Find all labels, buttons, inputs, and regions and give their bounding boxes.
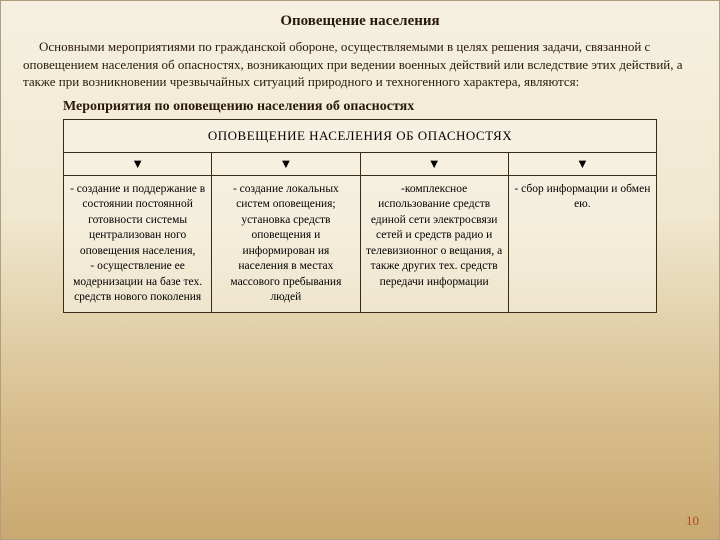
intro-paragraph: Основными мероприятиями по гражданской о… (23, 38, 697, 91)
table-subtitle: Мероприятия по оповещению населения об о… (63, 99, 719, 115)
arrow-cell: ▼ (64, 152, 212, 175)
page-title: Оповещение населения (1, 13, 719, 30)
table-content-row: - создание и поддержание в состоянии пос… (64, 175, 657, 312)
content-cell: - создание и поддержание в состоянии пос… (64, 175, 212, 312)
table-header-cell: ОПОВЕЩЕНИЕ НАСЕЛЕНИЯ ОБ ОПАСНОСТЯХ (64, 119, 657, 152)
table-header-row: ОПОВЕЩЕНИЕ НАСЕЛЕНИЯ ОБ ОПАСНОСТЯХ (64, 119, 657, 152)
arrow-cell: ▼ (212, 152, 360, 175)
table-arrow-row: ▼ ▼ ▼ ▼ (64, 152, 657, 175)
content-cell: -комплексное использование средств едино… (360, 175, 508, 312)
content-cell: - сбор информации и обмен ею. (508, 175, 656, 312)
page-number: 10 (686, 513, 699, 529)
arrow-cell: ▼ (360, 152, 508, 175)
arrow-cell: ▼ (508, 152, 656, 175)
table-container: ОПОВЕЩЕНИЕ НАСЕЛЕНИЯ ОБ ОПАСНОСТЯХ ▼ ▼ ▼… (63, 119, 657, 313)
content-cell: - создание локальных систем оповещения; … (212, 175, 360, 312)
measures-table: ОПОВЕЩЕНИЕ НАСЕЛЕНИЯ ОБ ОПАСНОСТЯХ ▼ ▼ ▼… (63, 119, 657, 313)
